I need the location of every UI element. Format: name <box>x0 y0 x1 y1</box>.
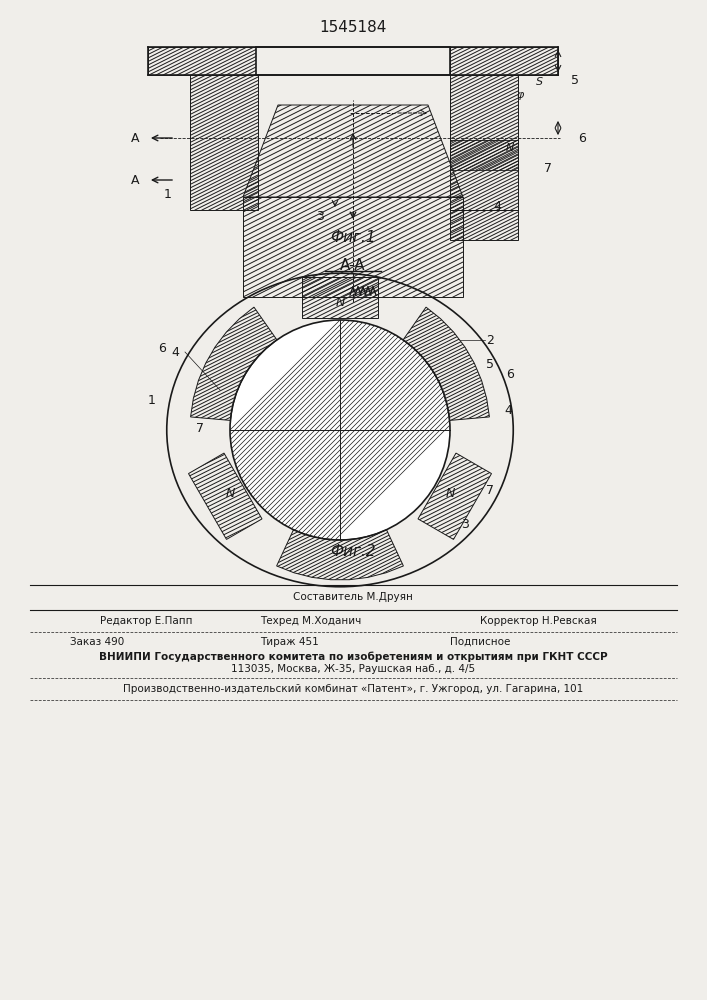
Text: 4: 4 <box>493 200 501 214</box>
Text: 7: 7 <box>486 484 494 496</box>
Polygon shape <box>256 47 450 75</box>
Text: Тираж 451: Тираж 451 <box>260 637 319 647</box>
Text: A-A: A-A <box>340 257 366 272</box>
Text: Фиг.1: Фиг.1 <box>330 230 376 244</box>
Text: 5: 5 <box>571 74 579 87</box>
Text: Составитель М.Друян: Составитель М.Друян <box>293 592 413 602</box>
Text: 7: 7 <box>196 422 204 434</box>
Text: 6: 6 <box>506 368 514 381</box>
Text: φ: φ <box>516 90 524 100</box>
Text: 2: 2 <box>486 334 494 347</box>
Text: 3: 3 <box>316 211 324 224</box>
Text: Редактор Е.Папп: Редактор Е.Папп <box>100 616 192 626</box>
Circle shape <box>230 320 450 540</box>
Text: ВНИИПИ Государственного комитета по изобретениям и открытиям при ГКНТ СССР: ВНИИПИ Государственного комитета по изоб… <box>99 652 607 662</box>
Text: 4: 4 <box>171 346 179 359</box>
Text: 7: 7 <box>544 161 552 174</box>
Text: 4: 4 <box>504 403 512 416</box>
Text: N: N <box>506 143 514 153</box>
Text: 1545184: 1545184 <box>320 20 387 35</box>
Text: N: N <box>226 487 235 500</box>
Text: S: S <box>537 77 544 87</box>
Text: N: N <box>445 487 455 500</box>
Text: 1: 1 <box>164 188 172 202</box>
Text: 6: 6 <box>578 131 586 144</box>
Text: Производственно-издательский комбинат «Патент», г. Ужгород, ул. Гагарина, 101: Производственно-издательский комбинат «П… <box>123 684 583 694</box>
Text: N: N <box>335 296 345 310</box>
Text: Корректор Н.Ревская: Корректор Н.Ревская <box>480 616 597 626</box>
Text: Фиг.2: Фиг.2 <box>330 544 376 560</box>
Text: 1: 1 <box>148 393 156 406</box>
Text: Заказ 490: Заказ 490 <box>70 637 124 647</box>
Text: Подписное: Подписное <box>450 637 510 647</box>
Text: 6: 6 <box>158 342 166 356</box>
Text: 113035, Москва, Ж-35, Раушская наб., д. 4/5: 113035, Москва, Ж-35, Раушская наб., д. … <box>231 664 475 674</box>
Text: A: A <box>131 174 139 186</box>
Text: Техред М.Ходанич: Техред М.Ходанич <box>260 616 361 626</box>
Text: 5: 5 <box>486 359 494 371</box>
Text: A: A <box>131 131 139 144</box>
Text: 3: 3 <box>461 518 469 532</box>
